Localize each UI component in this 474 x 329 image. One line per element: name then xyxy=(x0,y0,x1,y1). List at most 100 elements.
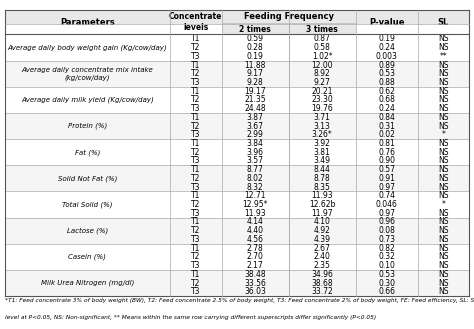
Text: 9.28: 9.28 xyxy=(246,78,264,87)
Text: NS: NS xyxy=(438,156,449,165)
Text: NS: NS xyxy=(438,191,449,200)
Text: 24.48: 24.48 xyxy=(244,104,266,113)
Text: T1: T1 xyxy=(191,165,201,174)
Text: Average daily milk yield (Kg/cow/day): Average daily milk yield (Kg/cow/day) xyxy=(21,97,154,103)
Text: NS: NS xyxy=(438,261,449,270)
Text: NS: NS xyxy=(438,113,449,122)
Text: 2.70: 2.70 xyxy=(246,252,264,261)
Text: 2 times: 2 times xyxy=(239,25,271,34)
Bar xyxy=(5,87,469,113)
Text: T2: T2 xyxy=(191,252,201,261)
Text: 38.48: 38.48 xyxy=(244,270,266,279)
Text: 2.40: 2.40 xyxy=(314,252,330,261)
Text: 0.88: 0.88 xyxy=(378,78,395,87)
Text: 2.35: 2.35 xyxy=(314,261,330,270)
Text: 0.10: 0.10 xyxy=(378,261,395,270)
Text: 12.00: 12.00 xyxy=(311,61,333,69)
Text: NS: NS xyxy=(438,183,449,191)
Text: 8.78: 8.78 xyxy=(314,174,330,183)
Bar xyxy=(5,113,469,139)
Text: 0.58: 0.58 xyxy=(314,43,330,52)
Text: 0.97: 0.97 xyxy=(378,183,395,191)
Text: **: ** xyxy=(439,52,447,61)
Text: 0.87: 0.87 xyxy=(314,34,330,43)
Text: 12.62b: 12.62b xyxy=(309,200,335,209)
Text: 0.91: 0.91 xyxy=(378,174,395,183)
Text: 3.49: 3.49 xyxy=(314,156,331,165)
Text: NS: NS xyxy=(438,148,449,157)
Text: T2: T2 xyxy=(191,69,201,78)
Text: *T1: Feed concentrate 3% of body weight (BW), T2: Feed concentrate 2.5% of body : *T1: Feed concentrate 3% of body weight … xyxy=(5,298,474,303)
Text: 9.17: 9.17 xyxy=(246,69,264,78)
Text: Casein (%): Casein (%) xyxy=(68,254,106,260)
Text: Milk Urea Nitrogen (mg/dl): Milk Urea Nitrogen (mg/dl) xyxy=(41,280,134,286)
Text: T1: T1 xyxy=(191,244,201,253)
Text: 4.14: 4.14 xyxy=(246,217,264,226)
Text: NS: NS xyxy=(438,69,449,78)
Text: 2.99: 2.99 xyxy=(246,130,264,139)
Text: 11.97: 11.97 xyxy=(311,209,333,218)
Text: T3: T3 xyxy=(191,235,201,244)
Text: 0.19: 0.19 xyxy=(378,34,395,43)
Text: 33.56: 33.56 xyxy=(244,279,266,288)
Text: NS: NS xyxy=(438,217,449,226)
Text: T1: T1 xyxy=(191,34,201,43)
Text: T3: T3 xyxy=(191,130,201,139)
Text: 0.08: 0.08 xyxy=(378,226,395,235)
Text: 0.59: 0.59 xyxy=(246,34,264,43)
Text: 3.26*: 3.26* xyxy=(312,130,333,139)
Bar xyxy=(5,61,469,87)
Text: Parameters: Parameters xyxy=(60,18,115,27)
Text: 11.93: 11.93 xyxy=(311,191,333,200)
Text: 11.88: 11.88 xyxy=(245,61,266,69)
Text: T2: T2 xyxy=(191,226,201,235)
Text: 0.89: 0.89 xyxy=(378,61,395,69)
Text: 1.02*: 1.02* xyxy=(312,52,332,61)
Text: 0.57: 0.57 xyxy=(378,165,395,174)
Text: T2: T2 xyxy=(191,200,201,209)
Text: NS: NS xyxy=(438,279,449,288)
Text: 4.56: 4.56 xyxy=(246,235,264,244)
Text: T3: T3 xyxy=(191,287,201,296)
Text: 0.30: 0.30 xyxy=(378,279,395,288)
Text: 34.96: 34.96 xyxy=(311,270,333,279)
Text: Fat (%): Fat (%) xyxy=(74,149,100,156)
Text: 36.03: 36.03 xyxy=(244,287,266,296)
Text: Concentrate
levels: Concentrate levels xyxy=(169,13,222,32)
Text: NS: NS xyxy=(438,104,449,113)
Text: Protein (%): Protein (%) xyxy=(68,123,107,129)
Text: 0.97: 0.97 xyxy=(378,209,395,218)
Text: 3.96: 3.96 xyxy=(246,148,264,157)
Text: T1: T1 xyxy=(191,191,201,200)
Text: NS: NS xyxy=(438,226,449,235)
Text: 8.44: 8.44 xyxy=(314,165,330,174)
Text: 0.02: 0.02 xyxy=(378,130,395,139)
Text: 3.84: 3.84 xyxy=(246,139,264,148)
Text: NS: NS xyxy=(438,209,449,218)
Text: Average daily body weight gain (Kg/cow/day): Average daily body weight gain (Kg/cow/d… xyxy=(8,44,167,51)
Text: 0.96: 0.96 xyxy=(378,217,395,226)
Text: Average daily concentrate mix intake (kg/cow/day): Average daily concentrate mix intake (kg… xyxy=(21,67,153,81)
Bar xyxy=(5,165,469,191)
Text: 0.003: 0.003 xyxy=(376,52,398,61)
Text: NS: NS xyxy=(438,61,449,69)
Text: T3: T3 xyxy=(191,156,201,165)
Text: 3.71: 3.71 xyxy=(314,113,330,122)
Text: T3: T3 xyxy=(191,209,201,218)
Bar xyxy=(221,24,356,35)
Text: 19.76: 19.76 xyxy=(311,104,333,113)
Text: 2.78: 2.78 xyxy=(246,244,264,253)
Text: 3.67: 3.67 xyxy=(246,121,264,131)
Text: NS: NS xyxy=(438,95,449,104)
Text: 4.92: 4.92 xyxy=(314,226,330,235)
Text: 38.68: 38.68 xyxy=(311,279,333,288)
Text: T1: T1 xyxy=(191,270,201,279)
Text: 12.95*: 12.95* xyxy=(242,200,268,209)
Text: 19.17: 19.17 xyxy=(244,87,266,96)
Text: Feeding Frequency: Feeding Frequency xyxy=(244,12,334,21)
Text: 0.73: 0.73 xyxy=(378,235,395,244)
Text: 12.71: 12.71 xyxy=(244,191,266,200)
Text: T2: T2 xyxy=(191,279,201,288)
Text: P-value: P-value xyxy=(369,18,404,27)
Text: NS: NS xyxy=(438,34,449,43)
